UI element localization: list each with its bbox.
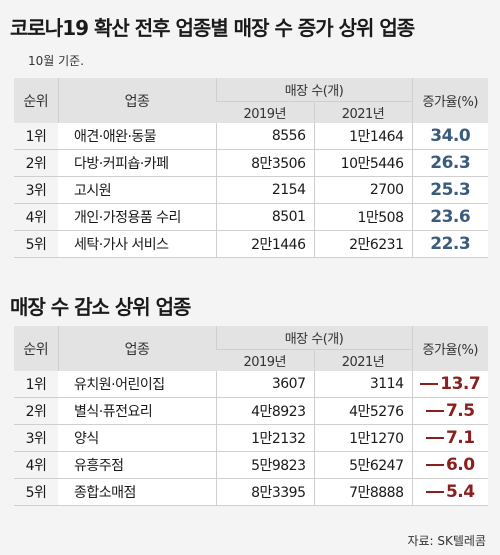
source-note: 자료: SK텔레콤 — [407, 534, 486, 548]
rank-cell: 4위 — [14, 451, 58, 479]
decrease-table: 순위 업종 매장 수(개) 증가율(%) 2019년 2021년 1위 유치원·어… — [14, 326, 488, 506]
minus-sign — [425, 491, 444, 493]
stores-2019-cell: 2154 — [215, 176, 314, 204]
rate-value: 22.3 — [430, 234, 471, 254]
industry-cell: 양식 — [58, 424, 216, 452]
rate-value: 23.6 — [430, 207, 471, 227]
rate-header: 증가율(%) — [411, 78, 488, 123]
stores-2021-cell: 1만508 — [313, 203, 412, 231]
stores-2021-cell: 10만5446 — [313, 149, 412, 177]
rank-cell: 5위 — [14, 478, 58, 506]
rate-cell: 26.3 — [411, 149, 488, 177]
industry-cell: 세탁·가사 서비스 — [58, 230, 216, 258]
page-title: 코로나19 확산 전후 업종별 매장 수 증가 상위 업종 — [10, 16, 415, 40]
rate-cell: 6.0 — [411, 451, 488, 479]
stores-2021-cell: 2만6231 — [313, 230, 412, 258]
rank-cell: 1위 — [14, 371, 58, 398]
industry-header: 업종 — [57, 78, 216, 123]
table-row: 1위 유치원·어린이집 3607 3114 13.7 — [14, 371, 488, 398]
stores-2021-cell: 7만8888 — [313, 478, 412, 506]
minus-sign — [420, 383, 439, 385]
increase-table: 순위 업종 매장 수(개) 증가율(%) 2019년 2021년 1위 애견·애완… — [14, 78, 488, 258]
rate-value: 6.0 — [445, 455, 475, 475]
rate-cell: 5.4 — [411, 478, 488, 506]
rate-cell: 7.5 — [411, 397, 488, 425]
rate-value: 7.1 — [445, 428, 475, 448]
rank-cell: 5위 — [14, 230, 58, 258]
industry-cell: 유치원·어린이집 — [58, 371, 216, 398]
industry-cell: 개인·가정용품 수리 — [58, 203, 216, 231]
industry-cell: 별식·퓨전요리 — [58, 397, 216, 425]
stores-2019-cell: 3607 — [215, 371, 314, 398]
table-row: 5위 종합소매점 8만3395 7만8888 5.4 — [14, 478, 488, 506]
year-2021-header: 2021년 — [313, 101, 412, 123]
industry-cell: 고시원 — [58, 176, 216, 204]
store-count-header: 매장 수(개) — [215, 78, 412, 102]
increase-table-body: 1위 애견·애완·동물 8556 1만1464 34.0 2위 다방·커피숍·카페 8만350… — [14, 123, 488, 258]
stores-2019-cell: 8만3395 — [215, 478, 314, 506]
table-row: 3위 양식 1만2132 1만1270 7.1 — [14, 424, 488, 452]
stores-2021-cell: 5만6247 — [313, 451, 412, 479]
stores-2019-cell: 2만1446 — [215, 230, 314, 258]
industry-cell: 다방·커피숍·카페 — [58, 149, 216, 177]
rate-value: 7.5 — [445, 401, 475, 421]
decrease-section-title: 매장 수 감소 상위 업종 — [10, 295, 191, 319]
rank-header: 순위 — [14, 326, 58, 371]
date-note: 10월 기준. — [28, 54, 85, 68]
rate-value: 5.4 — [445, 482, 475, 502]
rate-value: 25.3 — [430, 180, 471, 200]
rate-cell: 13.7 — [411, 371, 488, 398]
rank-cell: 1위 — [14, 123, 58, 150]
year-2019-header: 2019년 — [216, 101, 314, 123]
table-row: 2위 다방·커피숍·카페 8만3506 10만5446 26.3 — [14, 149, 488, 177]
table-row: 1위 애견·애완·동물 8556 1만1464 34.0 — [14, 123, 488, 150]
table-row: 4위 유흥주점 5만9823 5만6247 6.0 — [14, 451, 488, 479]
stores-2021-cell: 4만5276 — [313, 397, 412, 425]
rank-cell: 4위 — [14, 203, 58, 231]
minus-sign — [425, 410, 444, 412]
stores-2019-cell: 8501 — [215, 203, 314, 231]
stores-2021-cell: 3114 — [313, 371, 412, 398]
rate-value: 26.3 — [430, 153, 471, 173]
rank-header: 순위 — [14, 78, 58, 123]
rank-cell: 3위 — [14, 424, 58, 452]
table-row: 5위 세탁·가사 서비스 2만1446 2만6231 22.3 — [14, 230, 488, 258]
table-row: 4위 개인·가정용품 수리 8501 1만508 23.6 — [14, 203, 488, 231]
industry-header: 업종 — [57, 326, 216, 371]
stores-2021-cell: 1만1464 — [313, 123, 412, 150]
table-row: 3위 고시원 2154 2700 25.3 — [14, 176, 488, 204]
stores-2019-cell: 1만2132 — [215, 424, 314, 452]
rank-cell: 2위 — [14, 397, 58, 425]
stores-2019-cell: 4만8923 — [215, 397, 314, 425]
industry-cell: 종합소매점 — [58, 478, 216, 506]
rate-cell: 23.6 — [411, 203, 488, 231]
year-2021-header: 2021년 — [313, 349, 412, 371]
rate-header: 증가율(%) — [411, 326, 488, 371]
rate-cell: 25.3 — [411, 176, 488, 204]
rate-cell: 22.3 — [411, 230, 488, 258]
rate-cell: 7.1 — [411, 424, 488, 452]
stores-2021-cell: 1만1270 — [313, 424, 412, 452]
rate-cell: 34.0 — [411, 123, 488, 150]
stores-2019-cell: 5만9823 — [215, 451, 314, 479]
minus-sign — [425, 464, 444, 466]
industry-cell: 유흥주점 — [58, 451, 216, 479]
decrease-table-body: 1위 유치원·어린이집 3607 3114 13.7 2위 별식·퓨전요리 4만8923 4만5… — [14, 371, 488, 506]
stores-2019-cell: 8만3506 — [215, 149, 314, 177]
minus-sign — [425, 437, 444, 439]
year-2019-header: 2019년 — [216, 349, 314, 371]
stores-2021-cell: 2700 — [313, 176, 412, 204]
rank-cell: 3위 — [14, 176, 58, 204]
rate-value: 34.0 — [430, 126, 471, 146]
rank-cell: 2위 — [14, 149, 58, 177]
rate-value: 13.7 — [440, 374, 481, 394]
stores-2019-cell: 8556 — [215, 123, 314, 150]
industry-cell: 애견·애완·동물 — [58, 123, 216, 150]
table-row: 2위 별식·퓨전요리 4만8923 4만5276 7.5 — [14, 397, 488, 425]
store-count-header: 매장 수(개) — [215, 326, 412, 350]
